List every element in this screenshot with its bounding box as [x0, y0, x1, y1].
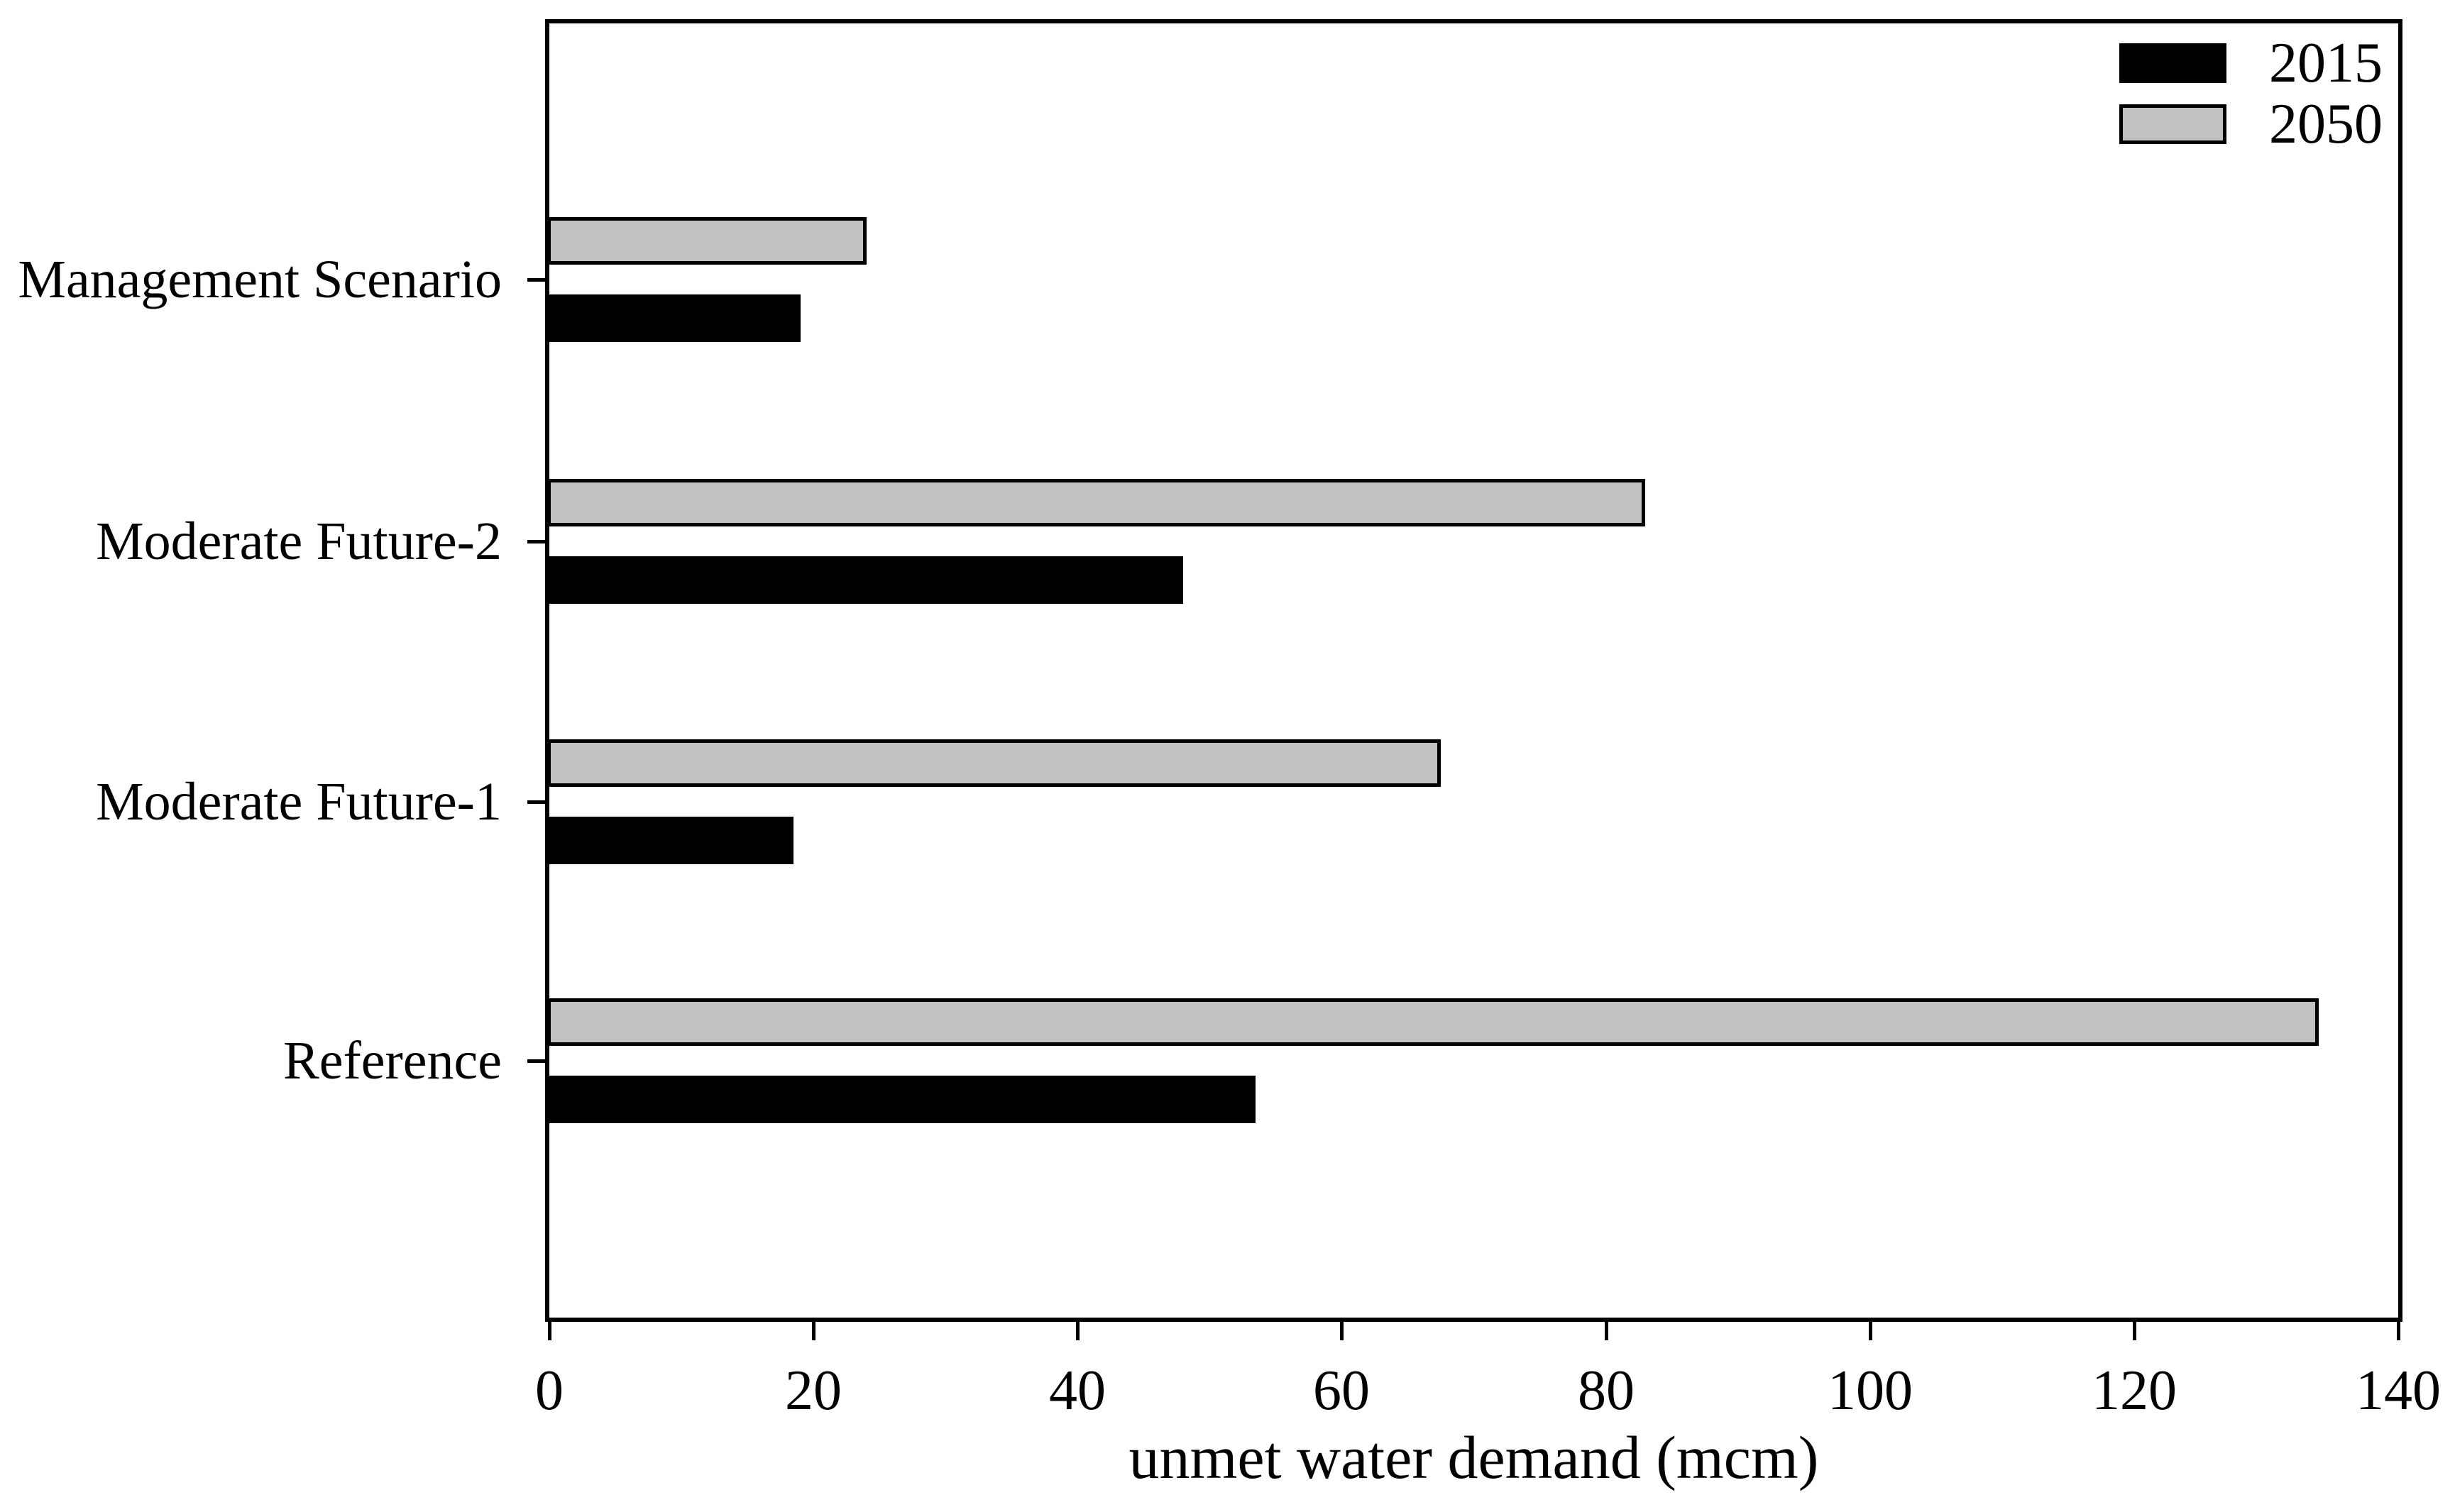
x-axis-tick — [812, 1322, 815, 1340]
x-axis-tick — [548, 1322, 551, 1340]
category-label: Reference — [283, 1031, 502, 1091]
x-axis-tick-label: 20 — [785, 1359, 842, 1422]
category-label: Moderate Future-1 — [96, 772, 502, 832]
x-axis-tick-label: 40 — [1049, 1359, 1106, 1422]
x-axis-tick-label: 100 — [1828, 1359, 1913, 1422]
y-axis-tick — [527, 1059, 545, 1063]
x-axis-tick-label: 140 — [2356, 1359, 2441, 1422]
bar-2050 — [547, 739, 1441, 787]
x-axis-tick — [2397, 1322, 2400, 1340]
bar-2015 — [547, 817, 793, 864]
legend-swatch-2050 — [2119, 104, 2226, 144]
x-axis-tick-label: 0 — [535, 1359, 564, 1422]
x-axis-tick-label: 80 — [1578, 1359, 1635, 1422]
x-axis-tick — [1340, 1322, 1344, 1340]
x-axis-title: unmet water demand (mcm) — [1128, 1423, 1819, 1491]
legend-label-2050: 2050 — [2269, 93, 2383, 155]
bar-2015 — [547, 294, 801, 342]
legend-swatch-2015 — [2119, 43, 2226, 83]
x-axis-tick — [2133, 1322, 2136, 1340]
bar-2015 — [547, 1076, 1256, 1123]
x-axis-tick-label: 120 — [2092, 1359, 2177, 1422]
bar-2050 — [547, 217, 867, 265]
category-label: Moderate Future-2 — [96, 512, 502, 571]
legend-label-2015: 2015 — [2269, 32, 2383, 94]
bar-2050 — [547, 998, 2319, 1046]
bar-2050 — [547, 479, 1645, 526]
bar-2015 — [547, 556, 1183, 604]
y-axis-tick — [527, 540, 545, 543]
x-axis-tick — [1869, 1322, 1872, 1340]
x-axis-tick-label: 60 — [1313, 1359, 1370, 1422]
y-axis-tick — [527, 800, 545, 804]
x-axis-tick — [1076, 1322, 1080, 1340]
y-axis-tick — [527, 278, 545, 282]
x-axis-tick — [1605, 1322, 1608, 1340]
category-label: Management Scenario — [18, 250, 502, 309]
